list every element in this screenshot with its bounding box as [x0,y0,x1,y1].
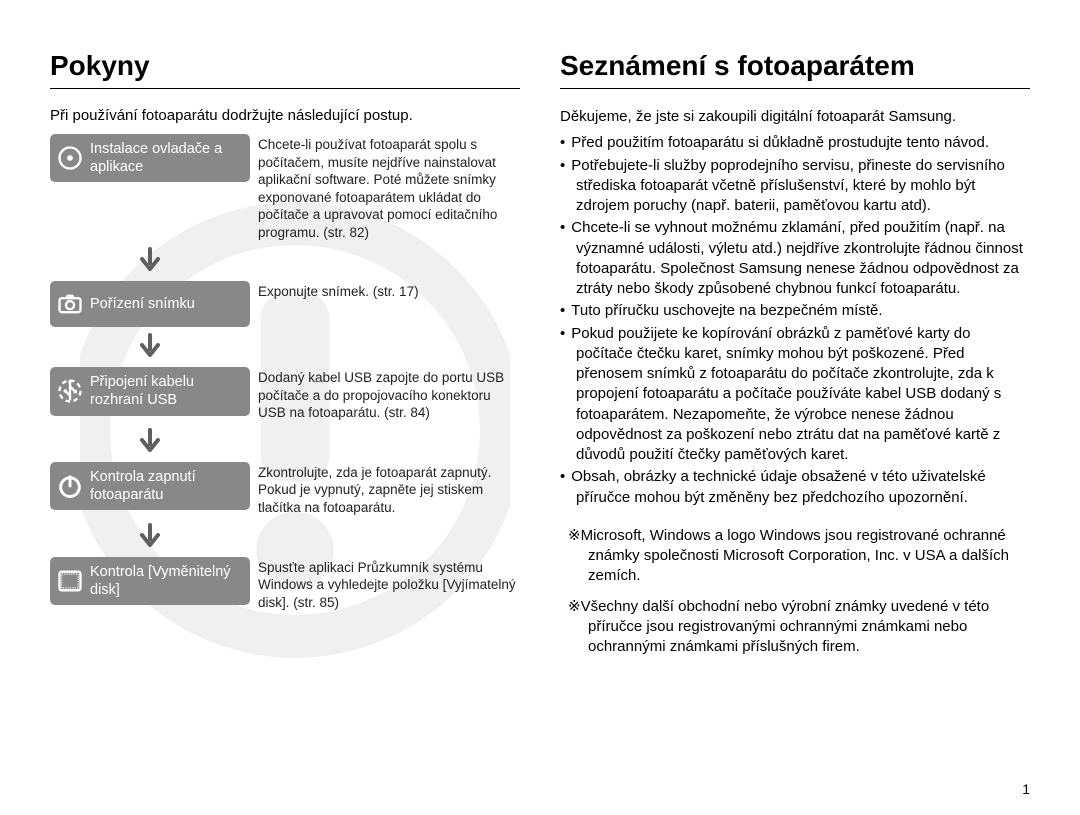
power-icon [56,472,84,500]
usb-icon [56,377,84,405]
step-desc: Dodaný kabel USB zapojte do portu USB po… [258,367,520,422]
step-install-driver: Instalace ovladače a aplikace [50,134,250,182]
step-connect-usb: Připojení kabelu rozhraní USB [50,367,250,415]
trademark-notice: ※Microsoft, Windows a logo Windows jsou … [560,526,1030,587]
list-item: Tuto příručku uschovejte na bezpečném mí… [560,301,1030,321]
step-desc: Spusťte aplikaci Průzkumník systému Wind… [258,557,520,612]
list-item: Potřebujete-li služby poprodejního servi… [560,156,1030,217]
notice-text: Microsoft, Windows a logo Windows jsou r… [581,527,1009,585]
list-item: Před použitím fotoaparátu si důkladně pr… [560,133,1030,153]
list-item: Chcete-li se vyhnout možnému zklamání, p… [560,218,1030,299]
instructions-column: Pokyny Při používání fotoaparátu dodržuj… [50,50,520,667]
step-desc: Zkontrolujte, zda je fotoaparát zapnutý.… [258,462,520,517]
step-label: Kontrola [Vyměnitelný disk] [90,563,242,599]
step-label: Připojení kabelu rozhraní USB [90,373,242,409]
camera-icon [56,290,84,318]
step-check-disk: Kontrola [Vyměnitelný disk] [50,557,250,605]
page-number: 1 [1022,781,1030,797]
step-row: Instalace ovladače a aplikace Chcete-li … [50,134,520,241]
about-heading: Seznámení s fotoaparátem [560,50,1030,89]
list-item: Pokud použijete ke kopírování obrázků z … [560,324,1030,466]
arrow-down-icon [50,428,250,456]
instructions-intro: Při používání fotoaparátu dodržujte násl… [50,107,520,124]
list-item: Obsah, obrázky a technické údaje obsažen… [560,467,1030,508]
notice-text: Všechny další obchodní nebo výrobní znám… [581,598,990,656]
arrow-down-icon [50,247,250,275]
step-desc: Exponujte snímek. (str. 17) [258,281,520,301]
disc-icon [56,144,84,172]
arrow-down-icon [50,523,250,551]
instructions-heading: Pokyny [50,50,520,89]
trademark-notice: ※Všechny další obchodní nebo výrobní zná… [560,597,1030,658]
about-camera-column: Seznámení s fotoaparátem Děkujeme, že js… [560,50,1030,667]
step-desc: Chcete-li používat fotoaparát spolu s po… [258,134,520,241]
step-label: Instalace ovladače a aplikace [90,140,242,176]
arrow-down-icon [50,333,250,361]
step-row: Kontrola zapnutí fotoaparátu Zkontrolujt… [50,462,520,517]
step-row: Připojení kabelu rozhraní USB Dodaný kab… [50,367,520,422]
step-check-power: Kontrola zapnutí fotoaparátu [50,462,250,510]
about-bullet-list: Před použitím fotoaparátu si důkladně pr… [560,133,1030,508]
about-intro: Děkujeme, že jste si zakoupili digitální… [560,107,1030,127]
step-label: Kontrola zapnutí fotoaparátu [90,468,242,504]
step-label: Pořízení snímku [90,295,242,313]
step-row: Pořízení snímku Exponujte snímek. (str. … [50,281,520,327]
step-take-picture: Pořízení snímku [50,281,250,327]
step-row: Kontrola [Vyměnitelný disk] Spusťte apli… [50,557,520,612]
manual-page: Pokyny Při používání fotoaparátu dodržuj… [0,0,1080,667]
disk-icon [56,567,84,595]
